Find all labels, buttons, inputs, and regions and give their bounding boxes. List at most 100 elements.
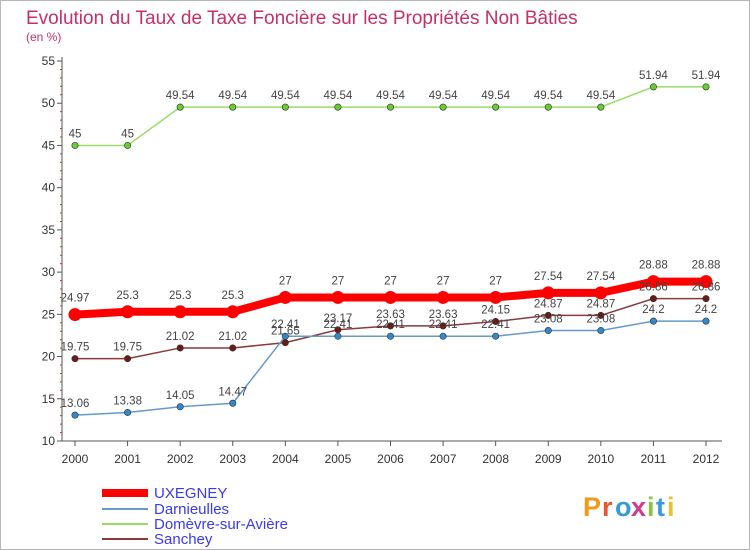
logo-letter: x bbox=[631, 492, 647, 522]
data-point bbox=[492, 103, 500, 111]
data-point bbox=[702, 83, 710, 91]
data-label: 27 bbox=[384, 275, 397, 287]
data-point bbox=[229, 344, 237, 352]
logo-letter: o bbox=[615, 492, 632, 522]
data-label: 49.54 bbox=[586, 90, 615, 102]
data-label: 45 bbox=[121, 128, 134, 140]
x-tick-label: 2002 bbox=[167, 452, 194, 466]
data-point bbox=[492, 332, 500, 340]
y-tick-label: 50 bbox=[42, 96, 56, 110]
series-dom-vre-sur-avi-re bbox=[71, 83, 710, 149]
data-point bbox=[334, 332, 342, 340]
data-point bbox=[594, 286, 608, 300]
x-tick-label: 2011 bbox=[641, 452, 667, 466]
data-label: 23.17 bbox=[324, 313, 353, 325]
data-label: 19.75 bbox=[61, 342, 90, 354]
data-label: 28.88 bbox=[639, 260, 668, 272]
legend-label: Domèvre-sur-Avière bbox=[154, 516, 288, 533]
data-label: 21.02 bbox=[166, 331, 195, 343]
y-tick-label: 55 bbox=[42, 54, 56, 68]
data-point bbox=[544, 311, 552, 319]
data-label: 25.3 bbox=[169, 290, 191, 302]
data-point bbox=[281, 103, 289, 111]
series-darnieulles bbox=[71, 317, 710, 419]
data-point bbox=[226, 305, 240, 319]
logo-letter: r bbox=[602, 492, 613, 522]
data-label: 27.54 bbox=[534, 271, 563, 283]
x-tick-label: 2009 bbox=[535, 452, 562, 466]
y-tick-label: 15 bbox=[42, 392, 56, 406]
data-point bbox=[173, 305, 187, 319]
logo-letter: i bbox=[647, 492, 655, 522]
data-label: 27 bbox=[279, 275, 292, 287]
data-point bbox=[597, 311, 605, 319]
data-point bbox=[439, 322, 447, 330]
data-label: 21.65 bbox=[271, 326, 300, 338]
data-point bbox=[229, 103, 237, 111]
data-labels: 45 45 49.54 49.54 49.54 49.54 49.54 49.54 49.54 4… bbox=[61, 70, 721, 410]
data-label: 24.97 bbox=[61, 293, 90, 305]
x-tick-label: 2003 bbox=[219, 452, 246, 466]
data-label: 49.54 bbox=[481, 90, 510, 102]
data-point bbox=[124, 408, 132, 416]
data-point bbox=[68, 308, 82, 322]
data-label: 22.41 bbox=[271, 319, 300, 331]
data-label: 51.94 bbox=[692, 70, 721, 82]
data-point bbox=[702, 317, 710, 325]
x-tick-label: 2001 bbox=[114, 452, 141, 466]
y-tick-label: 45 bbox=[42, 138, 56, 152]
data-point bbox=[278, 290, 292, 304]
data-point bbox=[71, 411, 79, 419]
data-point bbox=[492, 318, 500, 326]
data-label: 13.06 bbox=[61, 398, 90, 410]
y-tick-label: 25 bbox=[42, 307, 56, 321]
data-point bbox=[646, 275, 660, 289]
data-label: 26.86 bbox=[692, 282, 721, 294]
data-label: 49.54 bbox=[429, 90, 458, 102]
series-layer bbox=[68, 83, 713, 419]
data-label: 27 bbox=[437, 275, 450, 287]
data-label: 13.38 bbox=[113, 395, 142, 407]
data-point bbox=[436, 290, 450, 304]
data-point bbox=[229, 399, 237, 407]
y-tick-label: 40 bbox=[42, 181, 56, 195]
data-label: 24.2 bbox=[642, 304, 664, 316]
data-point bbox=[176, 103, 184, 111]
data-label: 23.08 bbox=[534, 314, 563, 326]
data-label: 22.41 bbox=[324, 319, 353, 331]
data-label: 14.05 bbox=[166, 390, 195, 402]
data-point bbox=[124, 355, 132, 363]
x-tick-label: 2000 bbox=[62, 452, 89, 466]
y-tick-label: 30 bbox=[42, 265, 56, 279]
data-label: 49.54 bbox=[218, 90, 247, 102]
data-label: 24.87 bbox=[534, 298, 563, 310]
x-tick-label: 2006 bbox=[377, 452, 404, 466]
x-tick-label: 2007 bbox=[430, 452, 457, 466]
data-label: 26.86 bbox=[639, 282, 668, 294]
data-point bbox=[176, 344, 184, 352]
x-tick-label: 2004 bbox=[272, 452, 299, 466]
data-point bbox=[386, 332, 394, 340]
chart-subtitle: (en %) bbox=[26, 30, 61, 44]
data-label: 27 bbox=[332, 275, 345, 287]
data-point bbox=[331, 290, 345, 304]
data-label: 19.75 bbox=[113, 342, 142, 354]
axes: 10 15 20 25 30 35 40 45 50 55 2000 2001 2002 2003 2004… bbox=[42, 54, 722, 466]
y-tick-label: 10 bbox=[42, 434, 56, 448]
data-point bbox=[386, 103, 394, 111]
data-point bbox=[176, 403, 184, 411]
data-point bbox=[702, 295, 710, 303]
chart-title: Evolution du Taux de Taxe Foncière sur l… bbox=[26, 8, 578, 29]
data-label: 28.88 bbox=[692, 260, 721, 272]
y-tick-label: 20 bbox=[42, 350, 56, 364]
data-point bbox=[544, 327, 552, 335]
data-label: 49.54 bbox=[534, 90, 563, 102]
data-point bbox=[439, 103, 447, 111]
legend-label: Sanchey bbox=[154, 531, 213, 548]
legend-label: UXEGNEY bbox=[154, 485, 227, 502]
data-label: 22.41 bbox=[376, 319, 405, 331]
data-point bbox=[439, 332, 447, 340]
